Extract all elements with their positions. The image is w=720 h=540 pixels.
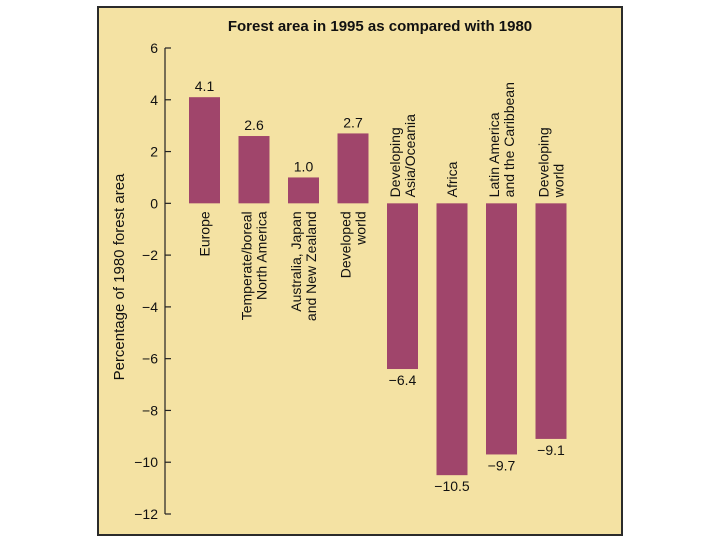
y-tick-label: 4 (150, 92, 158, 108)
y-tick-label: −2 (142, 247, 158, 263)
category-label: Developed world (338, 211, 369, 278)
data-label: 2.7 (343, 114, 363, 130)
data-label: 4.1 (195, 78, 215, 94)
category-label: Developing Asia/Oceania (387, 114, 418, 197)
category-label: Developing world (536, 127, 567, 198)
category-label-line: Latin America (486, 112, 502, 197)
chart-title: Forest area in 1995 as compared with 198… (228, 18, 532, 35)
chart-frame (97, 6, 623, 536)
category-label-line: Africa (444, 161, 460, 197)
category-label-line: Europe (197, 211, 213, 256)
bar (486, 203, 517, 455)
category-label-line: and New Zealand (303, 211, 319, 321)
category-label: Australia, Japan and New Zealand (288, 211, 319, 321)
data-label: −10.5 (434, 478, 470, 494)
category-label-line: Developing (387, 127, 403, 197)
bar (436, 203, 468, 476)
bar (288, 177, 319, 204)
category-label-line: Australia, Japan (288, 211, 304, 311)
data-label: −9.1 (537, 442, 565, 458)
category-label-line: Developing (536, 127, 552, 197)
category-label-line: North America (254, 211, 270, 300)
category-label-line: Asia/Oceania (402, 114, 418, 197)
data-label: 1.0 (294, 158, 314, 174)
bar (387, 203, 418, 370)
category-label-line: Temperate/boreal (239, 211, 255, 320)
y-tick-label: 0 (150, 195, 158, 211)
bar (535, 203, 567, 439)
data-label: 2.6 (244, 117, 264, 133)
y-axis: 6 4 2 0 −2 −4 −6 −8 −10 −12 (134, 40, 171, 522)
y-tick-label: −12 (134, 506, 158, 522)
category-label: Temperate/boreal North America (239, 211, 270, 320)
category-label: Africa (444, 161, 460, 197)
y-tick-label: 2 (150, 144, 158, 160)
bar (189, 97, 220, 204)
y-tick-label: −4 (142, 299, 158, 315)
y-tick-label: −10 (134, 454, 158, 470)
y-tick-label: −6 (142, 351, 158, 367)
y-tick-label: 6 (150, 40, 158, 56)
category-label-line: Developed (338, 211, 354, 278)
data-label: −6.4 (389, 372, 417, 388)
y-axis-label: Percentage of 1980 forest area (111, 173, 128, 380)
bar (238, 136, 270, 204)
category-label: Europe (197, 211, 213, 256)
category-label-line: world (353, 211, 369, 245)
y-tick-label: −8 (142, 402, 158, 418)
bar-series: 4.1 Europe 2.6 Temperate/boreal North Americ… (189, 78, 567, 494)
category-label-line: world (551, 164, 567, 198)
category-label-line: and the Caribbean (501, 82, 517, 197)
category-label: Latin America and the Caribbean (486, 82, 517, 197)
data-label: −9.7 (488, 457, 516, 473)
bar (337, 133, 369, 204)
